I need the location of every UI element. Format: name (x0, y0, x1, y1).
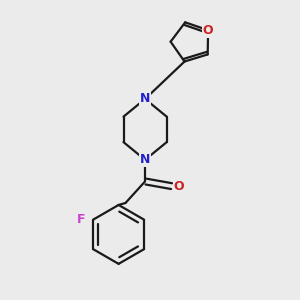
Text: N: N (140, 92, 150, 106)
Text: F: F (77, 213, 86, 226)
Text: O: O (203, 24, 213, 37)
Text: N: N (140, 153, 150, 166)
Text: O: O (174, 180, 184, 193)
